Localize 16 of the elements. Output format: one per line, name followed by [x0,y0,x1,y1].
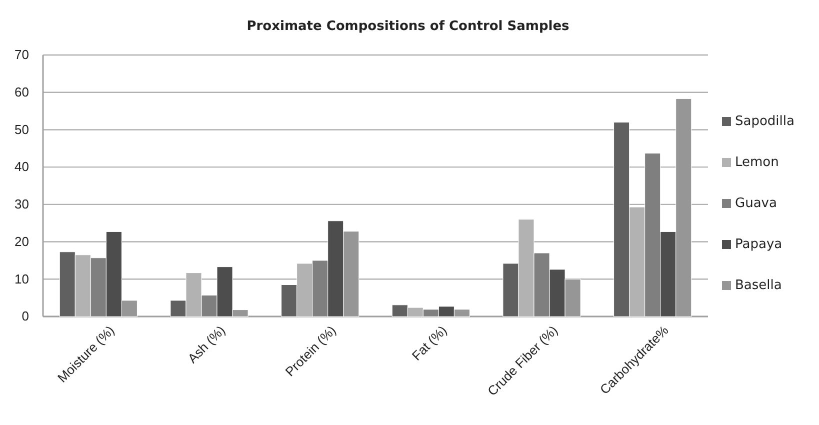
legend-label: Basella [735,278,782,293]
y-tick-label: 40 [14,159,29,174]
y-tick-label: 10 [14,271,29,286]
y-tick-label: 20 [14,234,29,249]
legend-label: Guava [735,196,777,211]
y-tick-label: 0 [22,308,29,324]
legend-label: Sapodilla [735,114,794,129]
x-tick-label: Fat (%) [408,322,450,364]
chart-title: Proximate Compositions of Control Samples [246,19,570,34]
y-tick-label: 50 [14,122,29,137]
legend-label: Lemon [735,155,779,170]
y-tick-label: 70 [14,47,29,62]
y-tick-label: 30 [14,196,29,212]
legend-label: Papaya [735,237,782,252]
x-tick-label: Ash (%) [184,322,228,366]
y-tick-label: 60 [14,84,29,100]
